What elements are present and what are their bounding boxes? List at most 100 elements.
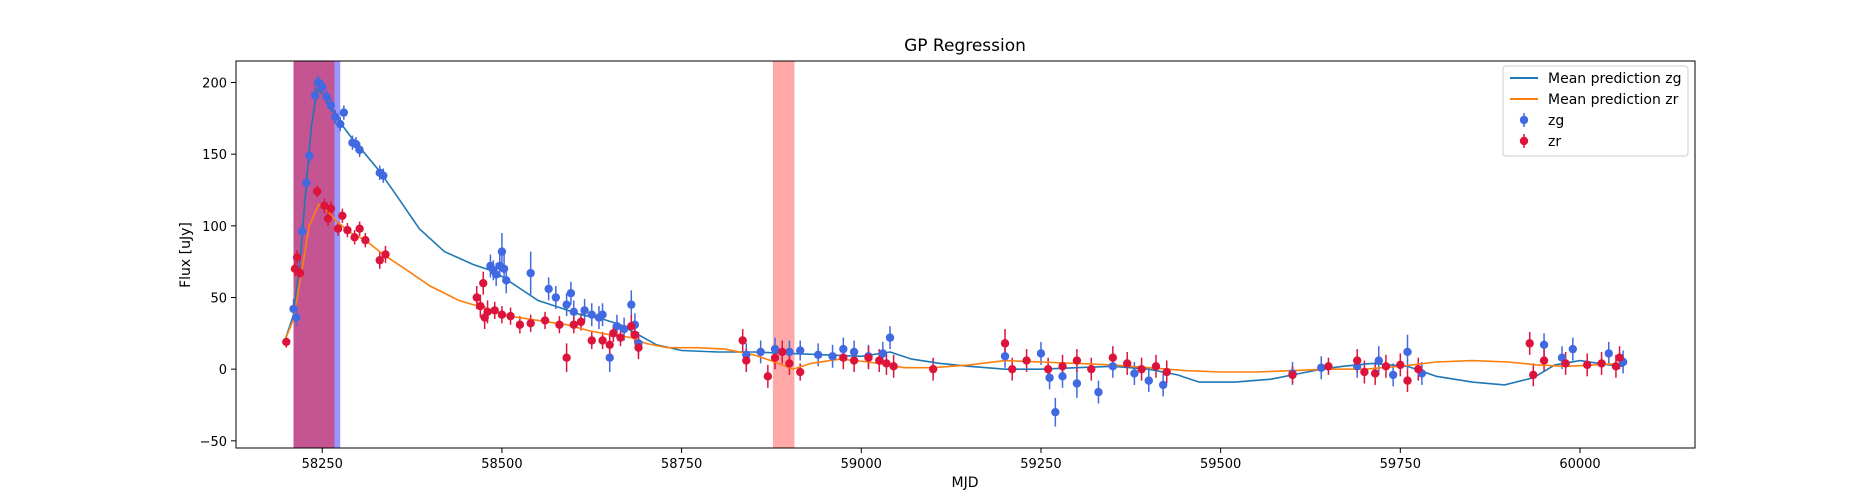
data-point-zg bbox=[562, 300, 571, 309]
data-point-zr bbox=[1582, 360, 1592, 370]
data-point-zr bbox=[738, 336, 747, 345]
data-point-zg bbox=[339, 108, 349, 117]
y-axis-label: Flux [uJy] bbox=[178, 222, 194, 288]
x-tick-label: 59000 bbox=[841, 457, 882, 472]
x-tick-label: 60000 bbox=[1559, 457, 1600, 472]
data-point-zr bbox=[375, 256, 384, 265]
data-point-zr bbox=[1414, 364, 1423, 374]
data-point-zr bbox=[1539, 356, 1549, 365]
data-point-zr bbox=[1123, 359, 1132, 368]
data-point-zg bbox=[1374, 356, 1383, 365]
data-point-zg bbox=[619, 324, 629, 334]
data-point-zr bbox=[1525, 339, 1534, 348]
data-point-zg bbox=[302, 178, 311, 188]
data-point-zg bbox=[1144, 376, 1153, 385]
data-point-zr bbox=[1000, 339, 1010, 348]
data-point-zg bbox=[326, 101, 336, 110]
data-point-zg bbox=[598, 310, 607, 319]
x-tick-label: 58500 bbox=[481, 457, 522, 472]
data-point-zr bbox=[1008, 364, 1017, 374]
data-point-zr bbox=[569, 320, 578, 329]
data-point-zr bbox=[1087, 364, 1096, 374]
data-point-zr bbox=[1108, 353, 1118, 362]
data-point-zg bbox=[289, 304, 298, 314]
data-point-zg bbox=[828, 352, 837, 361]
prediction-line-1 bbox=[284, 203, 1624, 373]
data-point-zr bbox=[1043, 364, 1053, 374]
y-tick-label: −50 bbox=[200, 435, 227, 450]
data-point-zr bbox=[562, 353, 571, 362]
data-point-zr bbox=[479, 278, 488, 288]
data-point-zg bbox=[305, 151, 314, 160]
data-point-zr bbox=[609, 329, 618, 338]
data-point-zg bbox=[795, 346, 805, 355]
x-tick-label: 59500 bbox=[1200, 457, 1241, 472]
data-point-zg bbox=[1568, 344, 1578, 354]
data-point-zr bbox=[1370, 369, 1380, 378]
legend-marker-dot bbox=[1519, 115, 1529, 125]
plot-frame bbox=[235, 60, 1696, 449]
data-point-zr bbox=[323, 214, 333, 223]
y-tick-label: 150 bbox=[202, 148, 227, 163]
data-point-zg bbox=[587, 310, 596, 319]
data-point-zr bbox=[282, 337, 291, 347]
data-point-zg bbox=[1072, 379, 1082, 388]
data-point-zg bbox=[1045, 373, 1054, 382]
data-point-zg bbox=[336, 119, 345, 129]
data-points bbox=[282, 78, 1628, 417]
data-point-zr bbox=[587, 336, 596, 345]
data-point-zr bbox=[795, 367, 805, 377]
legend-marker-dot bbox=[1519, 136, 1529, 146]
data-point-zg bbox=[1108, 362, 1118, 371]
data-point-zr bbox=[1058, 362, 1067, 371]
data-point-zr bbox=[1022, 356, 1031, 365]
data-point-zg bbox=[1388, 370, 1398, 380]
data-point-zr bbox=[889, 362, 898, 371]
data-point-zr bbox=[472, 293, 481, 302]
data-point-zg bbox=[605, 353, 614, 362]
data-point-zr bbox=[770, 353, 780, 362]
data-point-zg bbox=[1094, 387, 1103, 397]
x-tick-label: 59750 bbox=[1380, 457, 1421, 472]
data-point-zr bbox=[616, 333, 625, 342]
data-point-zg bbox=[330, 112, 340, 122]
data-point-zg bbox=[1058, 372, 1067, 381]
data-point-zg bbox=[839, 344, 848, 354]
data-point-zg bbox=[1036, 349, 1046, 358]
data-point-zr bbox=[1353, 356, 1362, 365]
data-point-zg bbox=[292, 313, 301, 322]
highlight-span-2 bbox=[772, 61, 795, 448]
legend-label-zg: zg bbox=[1548, 113, 1564, 129]
data-point-zg bbox=[1130, 369, 1139, 378]
data-point-zg bbox=[569, 307, 578, 317]
data-point-zr bbox=[295, 268, 305, 278]
data-point-zg bbox=[491, 270, 501, 279]
data-point-zr bbox=[476, 301, 485, 311]
legend-label-zr-prediction: Mean prediction zr bbox=[1548, 92, 1679, 108]
data-point-zg bbox=[580, 306, 589, 315]
data-point-zr bbox=[355, 224, 364, 233]
data-point-zg bbox=[355, 145, 364, 155]
data-point-zg bbox=[379, 171, 388, 180]
data-point-zr bbox=[1611, 362, 1621, 371]
data-point-zg bbox=[1158, 380, 1168, 390]
data-point-zg bbox=[813, 350, 823, 360]
legend-label-zr: zr bbox=[1548, 134, 1561, 150]
data-point-zr bbox=[555, 320, 564, 329]
data-point-zg bbox=[318, 82, 327, 92]
data-point-zg bbox=[297, 227, 307, 236]
data-point-zr bbox=[630, 330, 640, 339]
data-point-zr bbox=[882, 359, 891, 368]
data-point-zr bbox=[1597, 359, 1606, 368]
data-point-zg bbox=[1403, 347, 1412, 357]
data-point-zr bbox=[742, 356, 751, 365]
data-point-zg bbox=[627, 300, 636, 309]
data-point-zr bbox=[598, 336, 607, 345]
x-tick-label: 59250 bbox=[1020, 457, 1061, 472]
data-point-zg bbox=[499, 264, 509, 274]
data-point-zg bbox=[1000, 352, 1010, 361]
data-point-zg bbox=[322, 92, 331, 102]
data-point-zr bbox=[540, 316, 550, 325]
data-point-zr bbox=[1615, 353, 1624, 362]
